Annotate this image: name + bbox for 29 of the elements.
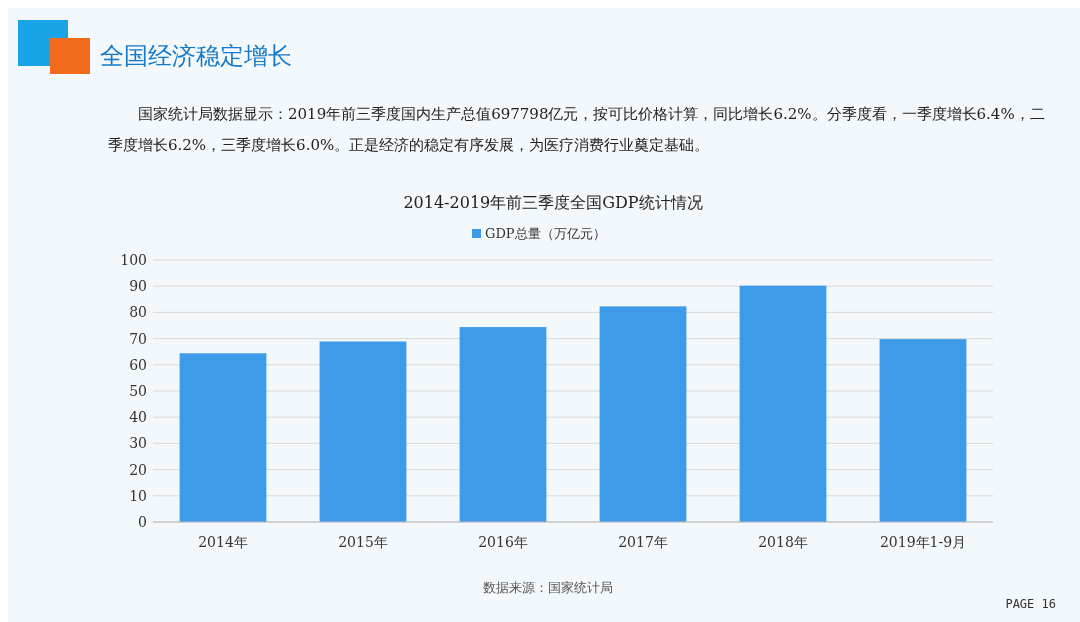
x-tick-label: 2016年 [478,534,528,550]
y-tick-label: 40 [129,409,147,426]
text: PAGE 16 [1005,597,1056,611]
y-tick-label: 50 [129,383,147,399]
text: 全国经济稳定增长 [100,42,292,70]
source-note: 数据来源：国家统计局 [483,580,613,595]
bar [599,306,687,522]
y-tick-label: 20 [129,461,147,478]
bar [459,327,547,522]
bar [739,285,827,522]
x-tick-label: 2019年1-9月 [879,534,967,550]
y-tick-label: 100 [120,252,147,268]
y-tick-label: 70 [129,330,147,347]
x-tick-label: 2014年 [198,534,248,550]
bar [879,339,967,522]
x-tick-label: 2015年 [338,534,388,550]
bar [179,353,267,522]
chart-title: 2014-2019年前三季度全国GDP统计情况 [403,193,703,212]
y-tick-label: 90 [129,278,147,295]
x-tick-label: 2018年 [758,534,808,550]
text: 国家统计局数据显示：2019年前三季度国内生产总值697798亿元，按可比价格计算，同比增长6.2%。分季度看，一季度增长6.4%，二季度增长6.2%，三季度增长6.0%。正是经济的稳定有序发展，为医疗消费行业奠定基础。 [108,105,1045,154]
y-tick-label: 60 [129,356,147,373]
y-tick-label: 10 [129,487,147,504]
y-tick-label: 30 [129,435,147,452]
y-tick-label: 0 [138,514,147,530]
bar [319,341,407,522]
y-tick-label: 80 [129,304,147,321]
legend-label: GDP总量（万亿元） [485,226,606,241]
x-tick-label: 2017年 [618,534,668,550]
